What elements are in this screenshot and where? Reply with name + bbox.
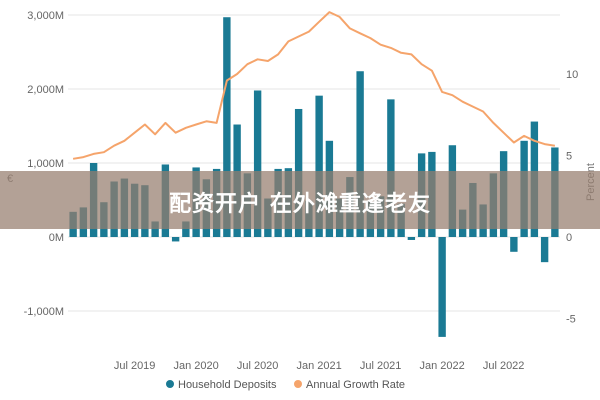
y-left-tick-label: -1,000M xyxy=(24,306,64,318)
y-right-tick-label: -5 xyxy=(566,314,576,326)
y-left-tick-label: 3,000M xyxy=(27,10,64,22)
x-tick-label: Jan 2022 xyxy=(419,360,464,372)
y-left-tick-label: 1,000M xyxy=(27,158,64,170)
banner-text: 配资开户 在外滩重逢老友 xyxy=(169,192,431,217)
bar xyxy=(171,237,180,242)
overlay-banner: 配资开户 在外滩重逢老友 xyxy=(0,171,600,229)
bar xyxy=(151,221,159,237)
y-left-tick-label: 0M xyxy=(49,232,64,244)
bar xyxy=(438,237,446,337)
legend-marker-annual-growth-rate xyxy=(294,380,302,388)
legend-marker-household-deposits xyxy=(166,380,174,388)
x-tick-label: Jul 2019 xyxy=(114,360,156,372)
y-right-tick-label: 5 xyxy=(566,151,572,163)
legend-label-household-deposits: Household Deposits xyxy=(178,379,277,391)
bar xyxy=(387,99,395,237)
bar xyxy=(253,90,262,237)
y-left-tick-label: 2,000M xyxy=(27,84,64,96)
x-tick-label: Jan 2021 xyxy=(296,360,341,372)
x-tick-label: Jan 2020 xyxy=(173,360,218,372)
y-right-tick-label: 10 xyxy=(566,69,578,81)
bar xyxy=(407,237,416,240)
bar xyxy=(182,221,190,237)
bar xyxy=(540,237,549,263)
legend-label-annual-growth-rate: Annual Growth Rate xyxy=(306,379,405,391)
bar xyxy=(510,237,518,252)
x-tick-label: Jul 2022 xyxy=(483,360,525,372)
x-tick-label: Jul 2021 xyxy=(360,360,402,372)
bar xyxy=(356,71,364,238)
y-right-tick-label: 0 xyxy=(566,232,572,244)
bar xyxy=(223,17,231,237)
bar xyxy=(315,95,323,237)
x-tick-label: Jul 2020 xyxy=(237,360,279,372)
growth-rate-line xyxy=(72,11,556,160)
